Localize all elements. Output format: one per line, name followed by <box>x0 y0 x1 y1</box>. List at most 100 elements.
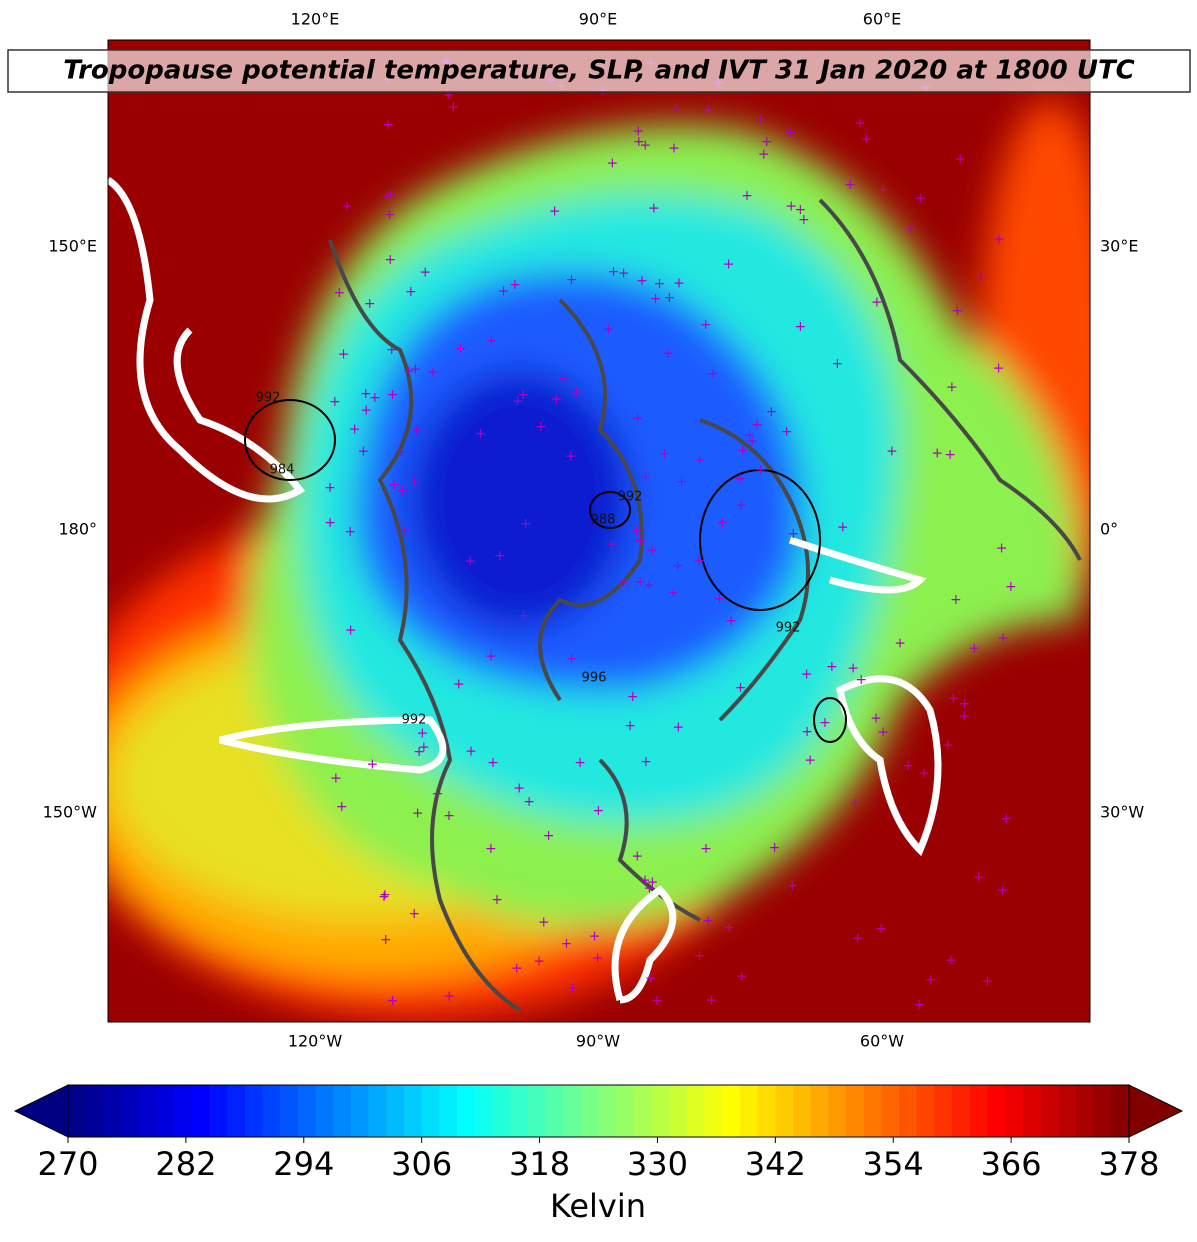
station-marker: + <box>954 152 966 168</box>
slp-contours <box>244 399 847 743</box>
station-marker: + <box>646 874 658 890</box>
station-marker: + <box>860 131 872 147</box>
station-marker: + <box>902 758 914 774</box>
station-marker: + <box>982 973 994 989</box>
station-marker: + <box>387 387 399 403</box>
station-marker: + <box>877 724 889 740</box>
map-frame <box>107 39 1091 1023</box>
station-marker: + <box>412 806 424 822</box>
station-marker: + <box>788 526 800 542</box>
station-marker: + <box>650 291 662 307</box>
station-marker: + <box>706 992 718 1008</box>
station-marker: + <box>654 276 666 292</box>
colorbar-band <box>121 1085 140 1137</box>
station-marker: + <box>694 452 706 468</box>
station-marker: + <box>633 134 645 150</box>
colorbar-band <box>262 1085 281 1137</box>
station-marker: + <box>384 252 396 268</box>
station-marker: + <box>651 993 663 1009</box>
colorbar-band <box>191 1085 211 1137</box>
station-marker: + <box>349 422 361 438</box>
colorbar-band <box>651 1085 670 1137</box>
station-marker: + <box>832 356 844 372</box>
station-marker: + <box>631 523 643 539</box>
station-marker: + <box>744 428 756 444</box>
colorbar-tick-label: 354 <box>863 1145 924 1183</box>
colorbar-band <box>386 1085 405 1137</box>
colorbar-tick-label: 378 <box>1098 1145 1159 1183</box>
station-marker: + <box>618 575 630 591</box>
colorbar-band <box>863 1085 883 1137</box>
colorbar-band <box>793 1085 812 1137</box>
station-marker: + <box>819 715 831 731</box>
station-marker: + <box>512 393 524 409</box>
colorbar-band <box>209 1085 228 1137</box>
station-marker: + <box>634 533 646 549</box>
colorbar-band <box>1005 1085 1024 1137</box>
lon-label: 60°W <box>860 1032 904 1051</box>
station-marker: + <box>329 394 341 410</box>
station-marker: + <box>801 724 813 740</box>
colorbar-band <box>580 1085 600 1137</box>
station-marker: + <box>624 718 636 734</box>
station-marker: + <box>395 444 407 460</box>
station-marker: + <box>847 660 859 676</box>
station-marker: + <box>781 424 793 440</box>
station-marker: + <box>640 754 652 770</box>
station-marker: + <box>574 755 586 771</box>
station-marker: + <box>723 920 735 936</box>
station-marker: + <box>561 936 573 952</box>
station-marker: + <box>837 519 849 535</box>
station-marker: + <box>380 932 392 948</box>
contour-label: 992 <box>256 391 281 406</box>
station-marker: + <box>465 744 477 760</box>
station-marker: + <box>379 887 391 903</box>
station-marker: + <box>944 447 956 463</box>
colorbar-band <box>68 1085 87 1137</box>
station-marker: + <box>558 371 570 387</box>
colorbar-band <box>510 1085 529 1137</box>
station-marker: + <box>735 680 747 696</box>
station-marker: + <box>443 988 455 1004</box>
station-marker: + <box>606 536 618 552</box>
station-marker: + <box>443 808 455 824</box>
colorbar-extension <box>13 1084 69 1138</box>
station-marker: + <box>338 346 350 362</box>
station-marker: + <box>485 333 497 349</box>
station-marker: + <box>871 295 883 311</box>
contour-label: 988 <box>591 513 616 528</box>
contour-label: 992 <box>402 713 427 728</box>
colorbar-band <box>846 1085 865 1137</box>
coastlines <box>328 198 1082 1012</box>
station-marker: + <box>786 878 798 894</box>
station-marker: + <box>668 140 680 156</box>
station-marker: + <box>324 480 336 496</box>
colorbar-band <box>492 1085 511 1137</box>
station-marker: + <box>973 869 985 885</box>
station-marker: + <box>700 841 712 857</box>
colorbar-band <box>1022 1085 1042 1137</box>
colorbar-band <box>439 1085 458 1137</box>
station-marker: + <box>345 622 357 638</box>
lon-label: 120°E <box>291 10 340 29</box>
colorbar-band <box>227 1085 246 1137</box>
station-marker: + <box>672 720 684 736</box>
colorbar-band <box>85 1085 104 1137</box>
lon-label: 30°E <box>1100 237 1138 256</box>
colorbar-band <box>457 1085 476 1137</box>
station-marker: + <box>875 921 887 937</box>
station-marker: + <box>607 156 619 172</box>
station-marker: + <box>735 498 747 514</box>
station-marker: + <box>673 275 685 291</box>
colorbar-extension <box>1128 1084 1184 1138</box>
colorbar-band <box>368 1085 387 1137</box>
station-marker: + <box>602 322 614 338</box>
station-marker: + <box>387 993 399 1009</box>
station-marker: + <box>702 102 714 118</box>
station-marker: + <box>378 889 390 905</box>
station-marker: + <box>627 689 639 705</box>
colorbar-band <box>138 1085 158 1137</box>
stations: + + + + + + + + + + + + + + + + + + + + + + + + + + + + + + + + + + + + + + + +… <box>324 53 1017 1013</box>
station-marker: + <box>996 541 1008 557</box>
station-marker: + <box>844 177 856 193</box>
